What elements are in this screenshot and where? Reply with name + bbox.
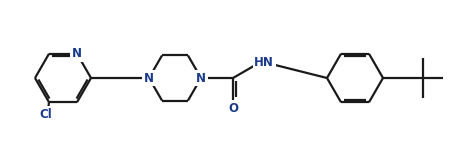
Text: N: N (72, 47, 82, 60)
Text: N: N (144, 71, 154, 84)
Text: O: O (228, 102, 238, 115)
Text: Cl: Cl (40, 108, 52, 121)
Text: HN: HN (254, 55, 274, 69)
Text: N: N (196, 71, 206, 84)
